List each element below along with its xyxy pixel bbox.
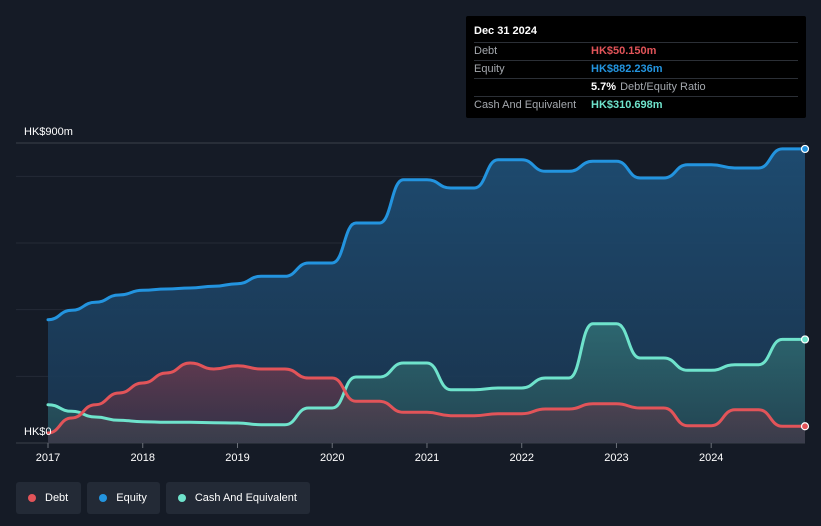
series-endpoints [800, 144, 810, 431]
tooltip-cash-label: Cash And Equivalent [474, 99, 577, 111]
x-tick-label: 2022 [509, 452, 533, 464]
x-axis-ticks: 2017 2018 2019 2020 2021 2022 2023 2024 [36, 443, 723, 464]
series-lines [46, 147, 807, 435]
x-tick-label: 2019 [225, 452, 249, 464]
tooltip-debt-value: HK$50.150m [591, 45, 657, 57]
x-tick-label: 2024 [699, 452, 723, 464]
tooltip-row-ratio: 5.7% Debt/Equity Ratio [474, 78, 798, 96]
tooltip-ratio-spacer [474, 79, 591, 96]
x-tick-label: 2018 [131, 452, 155, 464]
y-axis-top-label: HK$900m [24, 126, 73, 138]
tooltip-row-debt: Debt HK$50.150m [474, 42, 798, 60]
legend-item-debt[interactable]: Debt [16, 482, 82, 514]
endpoint-equity [800, 144, 810, 154]
tooltip: Dec 31 2024 Debt HK$50.150m Equity HK$88… [466, 16, 806, 118]
tooltip-row-equity: Equity HK$882.236m [474, 60, 798, 78]
legend-item-cash[interactable]: Cash And Equivalent [165, 482, 310, 514]
x-tick-label: 2020 [320, 452, 344, 464]
tooltip-ratio-label: Debt/Equity Ratio [620, 81, 706, 93]
legend: Debt Equity Cash And Equivalent [16, 482, 310, 514]
tooltip-equity-label: Equity [474, 63, 505, 75]
endpoint-cash [800, 335, 810, 344]
x-tick-label: 2017 [36, 452, 60, 464]
x-tick-label: 2023 [604, 452, 628, 464]
line-debt [46, 361, 807, 435]
legend-label-debt: Debt [45, 492, 69, 504]
tooltip-cash-value: HK$310.698m [591, 99, 663, 111]
line-cash [46, 322, 807, 427]
x-tick-label: 2021 [415, 452, 439, 464]
legend-dot-debt [28, 494, 36, 502]
tooltip-equity-value: HK$882.236m [591, 63, 663, 75]
legend-label-equity: Equity [116, 492, 147, 504]
series-areas [48, 148, 805, 443]
legend-label-cash: Cash And Equivalent [194, 492, 297, 504]
legend-dot-cash [177, 494, 186, 502]
tooltip-date: Dec 31 2024 [474, 25, 537, 37]
legend-item-equity[interactable]: Equity [87, 482, 160, 514]
endpoint-debt [800, 422, 810, 431]
tooltip-debt-label: Debt [474, 45, 498, 57]
tooltip-row-cash: Cash And Equivalent HK$310.698m [474, 96, 798, 114]
legend-dot-equity [99, 494, 108, 502]
y-axis-bottom-label: HK$0 [24, 426, 52, 438]
tooltip-ratio-value: 5.7% [591, 81, 617, 93]
line-equity [46, 147, 807, 322]
